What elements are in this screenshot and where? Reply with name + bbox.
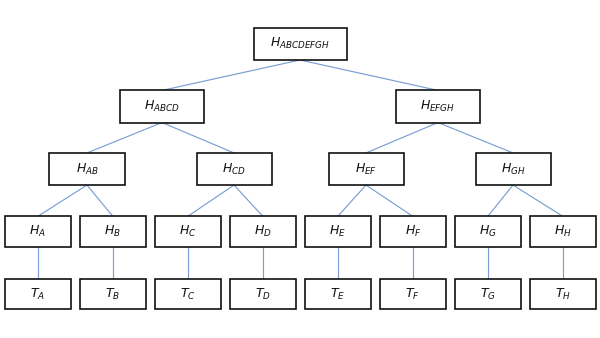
Text: $H_{F}$: $H_{F}$ xyxy=(404,224,421,239)
Text: $T_{H}$: $T_{H}$ xyxy=(555,287,571,301)
Text: $H_{C}$: $H_{C}$ xyxy=(179,224,197,239)
Bar xyxy=(230,279,296,309)
Text: $T_{C}$: $T_{C}$ xyxy=(180,287,196,301)
Bar xyxy=(155,216,221,247)
Bar xyxy=(230,216,296,247)
Bar xyxy=(5,216,71,247)
Bar xyxy=(380,279,446,309)
Bar xyxy=(305,216,371,247)
Bar xyxy=(120,90,204,122)
Text: $H_{GH}$: $H_{GH}$ xyxy=(501,162,525,176)
Bar xyxy=(80,216,146,247)
Bar xyxy=(455,279,521,309)
Bar xyxy=(530,216,596,247)
Text: $T_{A}$: $T_{A}$ xyxy=(30,287,46,301)
Text: $H_{EF}$: $H_{EF}$ xyxy=(355,162,377,176)
Bar xyxy=(476,153,551,185)
Text: $H_{AB}$: $H_{AB}$ xyxy=(76,162,98,176)
Text: $H_{ABCD}$: $H_{ABCD}$ xyxy=(144,99,180,114)
Text: $T_{G}$: $T_{G}$ xyxy=(480,287,496,301)
Bar xyxy=(455,216,521,247)
Text: $T_{E}$: $T_{E}$ xyxy=(330,287,346,301)
Text: $H_{H}$: $H_{H}$ xyxy=(554,224,572,239)
Bar xyxy=(380,216,446,247)
Text: $H_{CD}$: $H_{CD}$ xyxy=(222,162,246,176)
Bar xyxy=(80,279,146,309)
Text: $H_{G}$: $H_{G}$ xyxy=(479,224,497,239)
Bar xyxy=(254,28,347,60)
Bar xyxy=(155,279,221,309)
Bar xyxy=(5,279,71,309)
Text: $H_{D}$: $H_{D}$ xyxy=(254,224,272,239)
Text: $H_{ABCDEFGH}$: $H_{ABCDEFGH}$ xyxy=(270,37,330,51)
Bar xyxy=(396,90,480,122)
Bar xyxy=(49,153,125,185)
Text: $T_{D}$: $T_{D}$ xyxy=(255,287,271,301)
Text: $T_{F}$: $T_{F}$ xyxy=(406,287,420,301)
Bar xyxy=(197,153,271,185)
Text: $H_{A}$: $H_{A}$ xyxy=(29,224,46,239)
Bar xyxy=(329,153,404,185)
Bar xyxy=(305,279,371,309)
Text: $H_{EFGH}$: $H_{EFGH}$ xyxy=(421,99,455,114)
Text: $H_{B}$: $H_{B}$ xyxy=(104,224,121,239)
Bar xyxy=(530,279,596,309)
Text: $T_{B}$: $T_{B}$ xyxy=(105,287,121,301)
Text: $H_{E}$: $H_{E}$ xyxy=(329,224,346,239)
